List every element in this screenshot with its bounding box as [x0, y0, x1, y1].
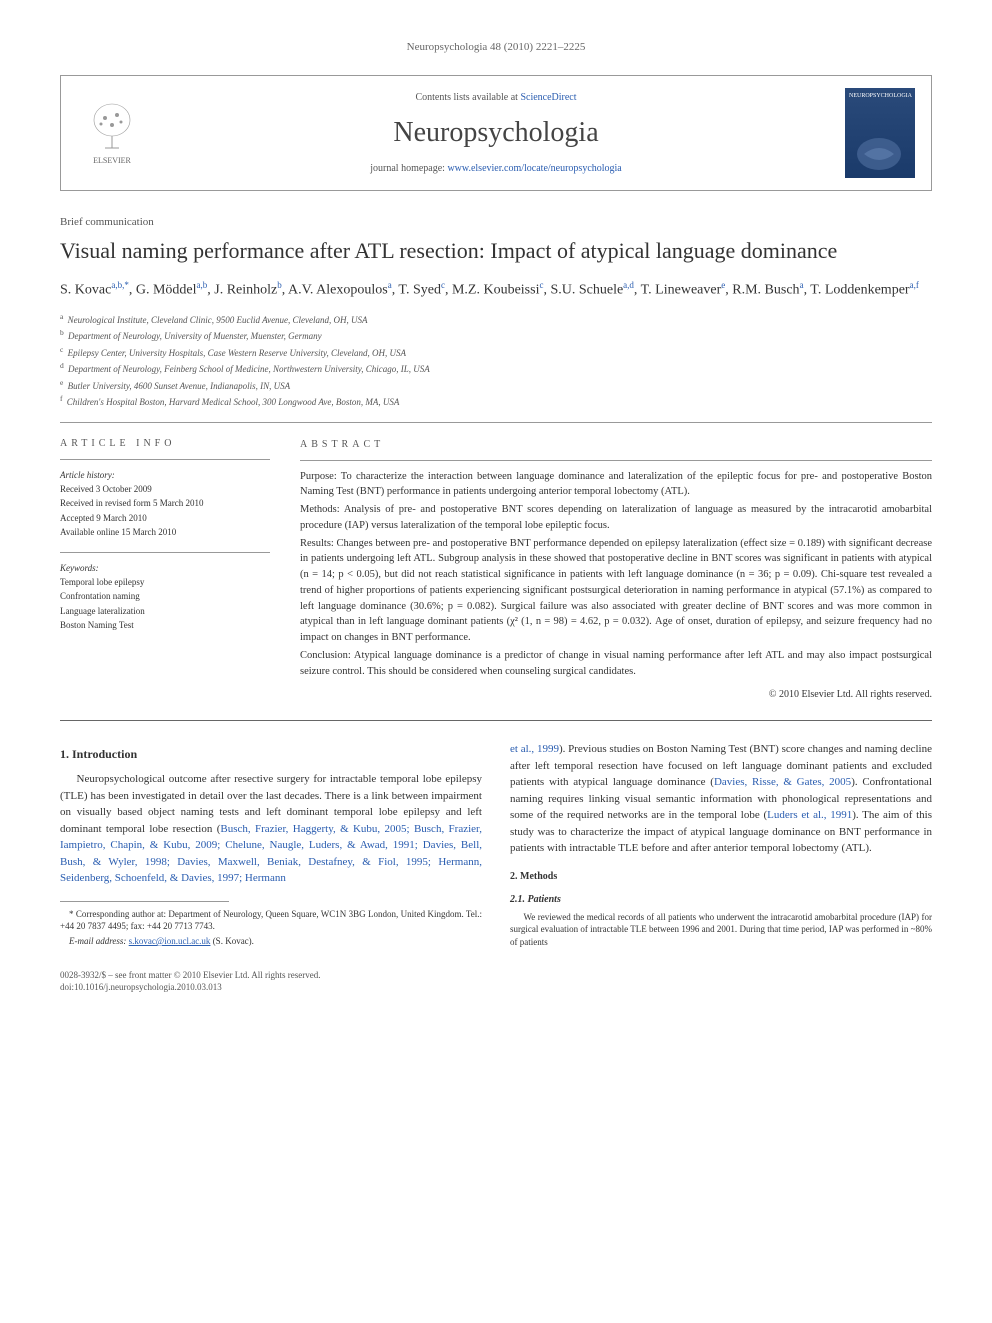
cover-label: NEUROPSYCHOLOGIA — [849, 92, 911, 100]
contents-prefix: Contents lists available at — [415, 92, 520, 103]
abstract-conclusion: Conclusion: Atypical language dominance … — [300, 648, 932, 680]
cover-brain-icon — [849, 134, 909, 174]
history-label: Article history: — [60, 468, 270, 482]
separator-thick — [60, 720, 932, 721]
keyword-line: Temporal lobe epilepsy — [60, 575, 270, 589]
affiliation-line: d Department of Neurology, Feinberg Scho… — [60, 360, 932, 377]
keyword-line: Confrontation naming — [60, 589, 270, 603]
section-heading-introduction: 1. Introduction — [60, 745, 482, 763]
journal-header-box: ELSEVIER Contents lists available at Sci… — [60, 75, 932, 191]
intro-paragraph-2: et al., 1999). Previous studies on Bosto… — [510, 741, 932, 857]
abstract-panel: ABSTRACT Purpose: To characterize the in… — [300, 437, 932, 703]
abstract-heading: ABSTRACT — [300, 437, 932, 452]
affiliation-line: a Neurological Institute, Cleveland Clin… — [60, 311, 932, 328]
separator — [300, 460, 932, 461]
elsevier-label: ELSEVIER — [93, 155, 131, 166]
contents-available-line: Contents lists available at ScienceDirec… — [163, 91, 829, 105]
keyword-line: Boston Naming Test — [60, 618, 270, 632]
keywords-block: Keywords: Temporal lobe epilepsyConfront… — [60, 561, 270, 633]
history-line: Received 3 October 2009 — [60, 482, 270, 496]
footer-doi: doi:10.1016/j.neuropsychologia.2010.03.0… — [60, 981, 932, 994]
author-list: S. Kovaca,b,*, G. Möddela,b, J. Reinholz… — [60, 279, 932, 300]
affiliation-line: e Butler University, 4600 Sunset Avenue,… — [60, 377, 932, 394]
footer-line-1: 0028-3932/$ – see front matter © 2010 El… — [60, 969, 932, 982]
abstract-methods: Methods: Analysis of pre- and postoperat… — [300, 502, 932, 534]
article-info-panel: ARTICLE INFO Article history: Received 3… — [60, 437, 270, 703]
affiliation-line: c Epilepsy Center, University Hospitals,… — [60, 344, 932, 361]
abstract-copyright: © 2010 Elsevier Ltd. All rights reserved… — [300, 687, 932, 702]
subsection-heading-patients: 2.1. Patients — [510, 892, 932, 907]
article-history-block: Article history: Received 3 October 2009… — [60, 468, 270, 540]
journal-cover-thumbnail: NEUROPSYCHOLOGIA — [845, 88, 915, 178]
affiliation-line: b Department of Neurology, University of… — [60, 327, 932, 344]
email-label: E-mail address: — [69, 936, 129, 946]
journal-center: Contents lists available at ScienceDirec… — [163, 91, 829, 176]
email-suffix: (S. Kovac). — [213, 936, 254, 946]
keywords-label: Keywords: — [60, 561, 270, 575]
citation-link[interactable]: et al., 1999 — [510, 743, 559, 755]
footnotes: * Corresponding author at: Department of… — [60, 908, 482, 948]
article-body: 1. Introduction Neuropsychological outco… — [60, 741, 932, 950]
separator — [60, 552, 270, 553]
citation-link[interactable]: Davies, Risse, & Gates, 2005 — [714, 776, 851, 788]
section-heading-methods: 2. Methods — [510, 869, 932, 884]
separator — [60, 459, 270, 460]
homepage-prefix: journal homepage: — [370, 163, 447, 174]
article-type: Brief communication — [60, 215, 932, 230]
elsevier-tree-icon — [87, 100, 137, 155]
history-line: Accepted 9 March 2010 — [60, 511, 270, 525]
journal-homepage-line: journal homepage: www.elsevier.com/locat… — [163, 162, 829, 176]
abstract-purpose: Purpose: To characterize the interaction… — [300, 469, 932, 501]
footnote-separator — [60, 901, 229, 902]
corresponding-email-link[interactable]: s.kovac@ion.ucl.ac.uk — [129, 936, 211, 946]
elsevier-logo: ELSEVIER — [77, 93, 147, 173]
history-line: Received in revised form 5 March 2010 — [60, 496, 270, 510]
journal-homepage-link[interactable]: www.elsevier.com/locate/neuropsychologia — [447, 163, 621, 174]
intro-paragraph-1: Neuropsychological outcome after resecti… — [60, 771, 482, 887]
footer-copyright: 0028-3932/$ – see front matter © 2010 El… — [60, 969, 932, 994]
history-line: Available online 15 March 2010 — [60, 525, 270, 539]
patients-paragraph: We reviewed the medical records of all p… — [510, 911, 932, 949]
article-title: Visual naming performance after ATL rese… — [60, 237, 932, 266]
info-abstract-row: ARTICLE INFO Article history: Received 3… — [60, 437, 932, 703]
affiliation-line: f Children's Hospital Boston, Harvard Me… — [60, 393, 932, 410]
sciencedirect-link[interactable]: ScienceDirect — [520, 92, 576, 103]
citation-link[interactable]: Luders et al., 1991 — [767, 809, 852, 821]
separator — [60, 422, 932, 423]
keyword-line: Language lateralization — [60, 604, 270, 618]
journal-name: Neuropsychologia — [163, 113, 829, 152]
affiliations-list: a Neurological Institute, Cleveland Clin… — [60, 311, 932, 410]
running-header: Neuropsychologia 48 (2010) 2221–2225 — [60, 40, 932, 55]
article-info-heading: ARTICLE INFO — [60, 437, 270, 451]
abstract-results: Results: Changes between pre- and postop… — [300, 536, 932, 646]
corresponding-author-footnote: * Corresponding author at: Department of… — [60, 908, 482, 933]
email-footnote: E-mail address: s.kovac@ion.ucl.ac.uk (S… — [60, 935, 482, 948]
